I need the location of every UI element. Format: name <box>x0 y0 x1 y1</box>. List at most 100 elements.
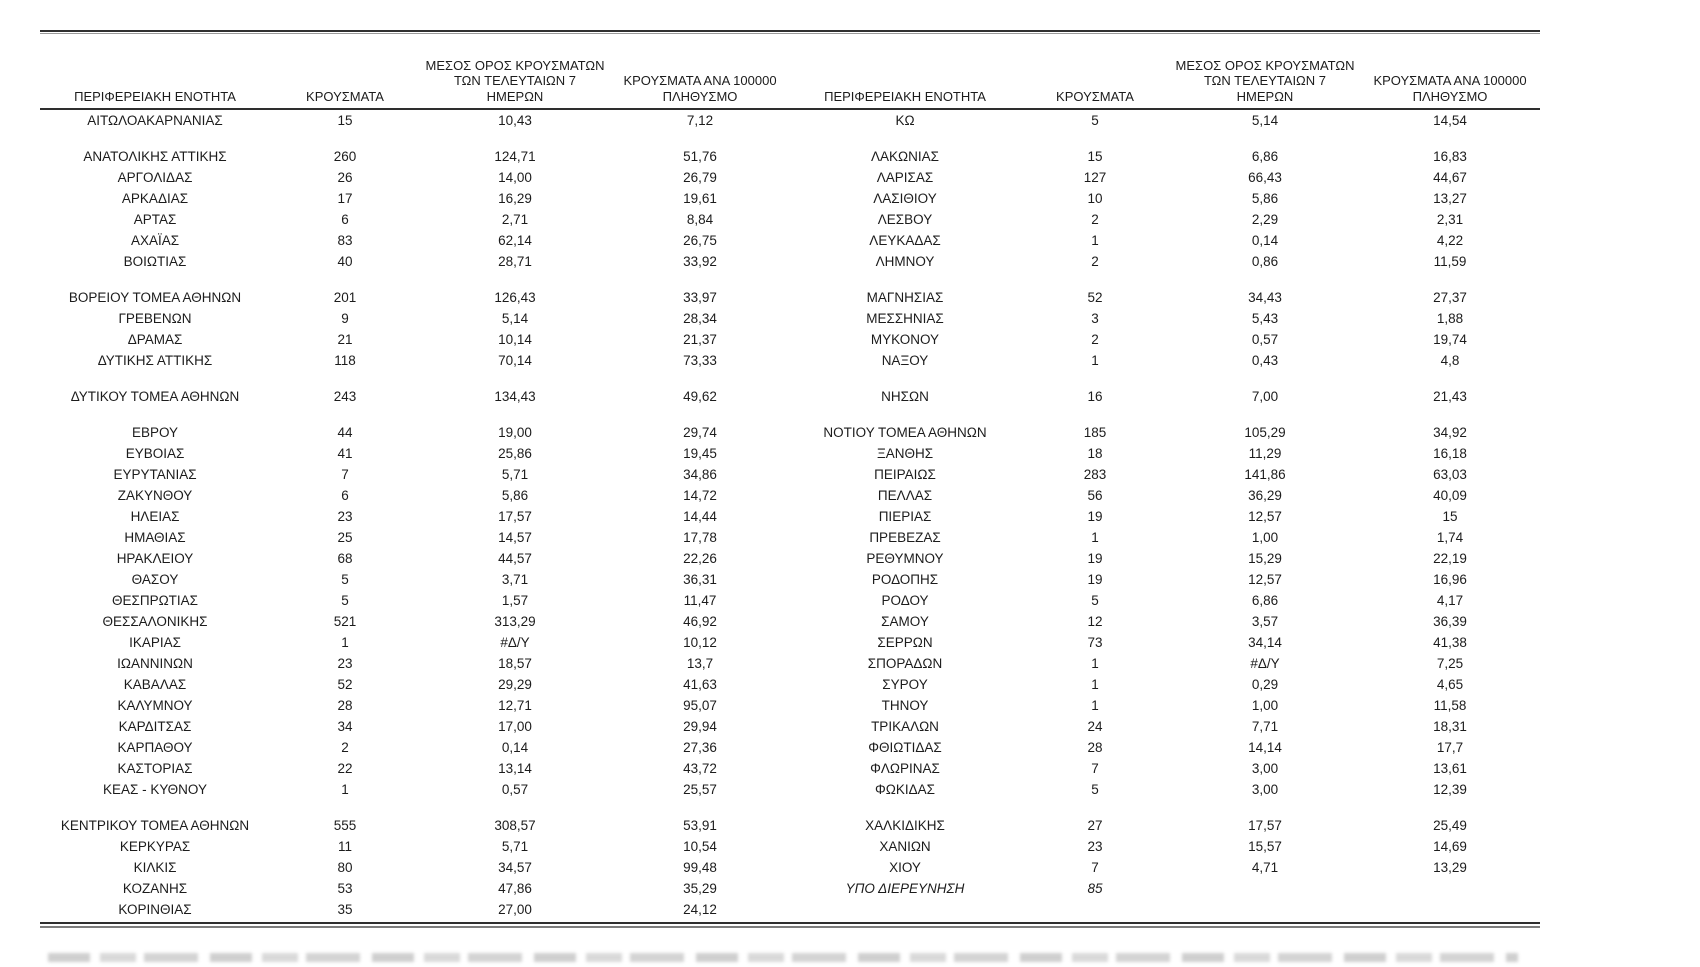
per100k-cell: 16,18 <box>1433 446 1467 461</box>
cases-cell: 52 <box>337 677 353 692</box>
region-cell: ΚΑΡΠΑΘΟΥ <box>117 740 193 755</box>
table-row: ΘΕΣΣΑΛΟΝΙΚΗΣ 521 313,29 46,92 ΣΑΜΟΥ 12 3,57 36,… <box>40 611 1540 632</box>
table-row: ΚΕΑΣ - ΚΥΘΝΟΥ 1 0,57 25,57 ΦΩΚΙΔΑΣ 5 3,00 12,39 <box>40 779 1540 800</box>
row-group-spacer <box>40 800 1540 815</box>
cases-cell: 1 <box>341 782 349 797</box>
per100k-cell: 4,8 <box>1440 353 1460 368</box>
avg7-cell: 1,00 <box>1251 530 1279 545</box>
region-cell: ΑΡΤΑΣ <box>133 212 177 227</box>
avg7-cell: 44,57 <box>498 551 532 566</box>
region-cell: ΣΠΟΡΑΔΩΝ <box>867 656 943 671</box>
per100k-cell: 41,38 <box>1433 635 1467 650</box>
cases-cell: 283 <box>1083 467 1107 482</box>
table-row: ΚΙΛΚΙΣ 80 34,57 99,48 ΧΙΟΥ 7 4,71 13,29 <box>40 857 1540 878</box>
region-cell: ΜΑΓΝΗΣΙΑΣ <box>866 290 944 305</box>
region-cell: ΕΥΡΥΤΑΝΙΑΣ <box>113 467 197 482</box>
avg7-cell: 10,14 <box>498 332 532 347</box>
cases-cell: 44 <box>337 425 353 440</box>
region-cell: ΛΑΚΩΝΙΑΣ <box>871 149 939 164</box>
table-row: ΚΕΡΚΥΡΑΣ 11 5,71 10,54 ΧΑΝΙΩΝ 23 15,57 14,69 <box>40 836 1540 857</box>
table-row: ΘΕΣΠΡΩΤΙΑΣ 5 1,57 11,47 ΡΟΔΟΥ 5 6,86 4,17 <box>40 590 1540 611</box>
region-cell: ΘΕΣΠΡΩΤΙΑΣ <box>111 593 199 608</box>
per100k-cell: 34,92 <box>1433 425 1467 440</box>
per100k-cell: 7,25 <box>1436 656 1464 671</box>
cases-cell: 1 <box>1091 233 1099 248</box>
region-cell: ΚΕΡΚΥΡΑΣ <box>119 839 191 854</box>
per100k-cell: 21,43 <box>1433 389 1467 404</box>
table-row: ΙΩΑΝΝΙΝΩΝ 23 18,57 13,7 ΣΠΟΡΑΔΩΝ 1 #Δ/Υ 7,25 <box>40 653 1540 674</box>
region-cell: ΡΟΔΟΠΗΣ <box>871 572 939 587</box>
region-cell: ΠΡΕΒΕΖΑΣ <box>869 530 941 545</box>
region-cell: ΗΛΕΙΑΣ <box>130 509 180 524</box>
per100k-cell: 10,54 <box>683 839 717 854</box>
per100k-cell: 4,22 <box>1436 233 1464 248</box>
cases-cell: 19 <box>1087 551 1103 566</box>
per100k-cell: 13,29 <box>1433 860 1467 875</box>
region-cell: ΧΑΝΙΩΝ <box>879 839 931 854</box>
per100k-cell: 12,39 <box>1433 782 1467 797</box>
table-row: ΑΝΑΤΟΛΙΚΗΣ ΑΤΤΙΚΗΣ 260 124,71 51,76 ΛΑΚΩΝΙΑΣ… <box>40 146 1540 167</box>
avg7-cell: 34,57 <box>498 860 532 875</box>
cases-cell: 555 <box>333 818 357 833</box>
per100k-cell: 19,45 <box>683 446 717 461</box>
table-body: ΑΙΤΩΛΟΑΚΑΡΝΑΝΙΑΣ 15 10,43 7,12 ΚΩ 5 5,14 14,54 Α… <box>40 110 1540 920</box>
per100k-cell: 8,84 <box>686 212 714 227</box>
region-cell: ΜΥΚΟΝΟΥ <box>870 332 940 347</box>
region-cell: ΦΛΩΡΙΝΑΣ <box>870 761 940 776</box>
header-per100k-right: ΚΡΟΥΣΜΑΤΑ ΑΝΑ 100000 ΠΛΗΘΥΣΜΟ <box>1373 73 1527 104</box>
region-cell: ΚΑΛΥΜΝΟΥ <box>117 698 193 713</box>
cases-cell: 19 <box>1087 509 1103 524</box>
region-cell: ΚΑΒΑΛΑΣ <box>123 677 187 692</box>
avg7-cell: #Δ/Υ <box>1250 656 1280 671</box>
region-cell: ΝΟΤΙΟΥ ΤΟΜΕΑ ΑΘΗΝΩΝ <box>823 425 987 440</box>
cases-cell: 1 <box>1091 656 1099 671</box>
avg7-cell: #Δ/Υ <box>500 635 530 650</box>
region-cell: ΕΒΡΟΥ <box>131 425 179 440</box>
region-cell: ΣΑΜΟΥ <box>881 614 929 629</box>
table-row: ΚΟΡΙΝΘΙΑΣ 35 27,00 24,12 <box>40 899 1540 920</box>
table-row: ΚΑΣΤΟΡΙΑΣ 22 13,14 43,72 ΦΛΩΡΙΝΑΣ 7 3,00 13,61 <box>40 758 1540 779</box>
avg7-cell: 2,71 <box>501 212 529 227</box>
avg7-cell: 17,57 <box>1248 818 1282 833</box>
region-cell: ΔΡΑΜΑΣ <box>127 332 183 347</box>
cases-cell: 1 <box>1091 677 1099 692</box>
avg7-cell: 70,14 <box>498 353 532 368</box>
per100k-cell: 14,72 <box>683 488 717 503</box>
per100k-cell: 99,48 <box>683 860 717 875</box>
avg7-cell: 1,00 <box>1251 698 1279 713</box>
per100k-cell: 44,67 <box>1433 170 1467 185</box>
per100k-cell: 13,7 <box>686 656 714 671</box>
per100k-cell: 27,36 <box>683 740 717 755</box>
region-cell: ΙΚΑΡΙΑΣ <box>129 635 181 650</box>
cases-cell: 22 <box>337 761 353 776</box>
region-cell: ΚΟΡΙΝΘΙΑΣ <box>118 902 192 917</box>
cases-cell: 80 <box>337 860 353 875</box>
header-region-right: ΠΕΡΙΦΕΡΕΙΑΚΗ ΕΝΟΤΗΤΑ <box>824 88 986 104</box>
region-cell: ΑΡΓΟΛΙΔΑΣ <box>117 170 193 185</box>
avg7-cell: 16,29 <box>498 191 532 206</box>
cases-cell: 118 <box>334 353 356 368</box>
region-cell: ΒΟΙΩΤΙΑΣ <box>123 254 187 269</box>
cases-cell: 127 <box>1083 170 1107 185</box>
per100k-cell: 33,97 <box>683 290 717 305</box>
cases-cell: 34 <box>337 719 353 734</box>
avg7-cell: 34,43 <box>1248 290 1282 305</box>
avg7-cell: 17,00 <box>498 719 532 734</box>
avg7-cell: 5,43 <box>1251 311 1279 326</box>
avg7-cell: 2,29 <box>1251 212 1279 227</box>
cases-cell: 21 <box>337 332 353 347</box>
table-row: ΚΑΡΠΑΘΟΥ 2 0,14 27,36 ΦΘΙΩΤΙΔΑΣ 28 14,14 17,7 <box>40 737 1540 758</box>
cases-cell: 23 <box>337 509 353 524</box>
avg7-cell: 27,00 <box>498 902 532 917</box>
region-cell: ΛΑΡΙΣΑΣ <box>876 170 934 185</box>
region-cell: ΦΩΚΙΔΑΣ <box>875 782 935 797</box>
region-cell: ΘΕΣΣΑΛΟΝΙΚΗΣ <box>102 614 208 629</box>
table-row: ΒΟΡΕΙΟΥ ΤΟΜΕΑ ΑΘΗΝΩΝ 201 126,43 33,97 ΜΑΓΝΗΣ… <box>40 287 1540 308</box>
avg7-cell: 13,14 <box>498 761 532 776</box>
cases-cell: 2 <box>1091 254 1099 269</box>
per100k-cell: 36,31 <box>683 572 717 587</box>
avg7-cell: 5,71 <box>501 839 529 854</box>
cases-cell: 7 <box>1091 761 1099 776</box>
table-row: ΔΡΑΜΑΣ 21 10,14 21,37 ΜΥΚΟΝΟΥ 2 0,57 19,74 <box>40 329 1540 350</box>
